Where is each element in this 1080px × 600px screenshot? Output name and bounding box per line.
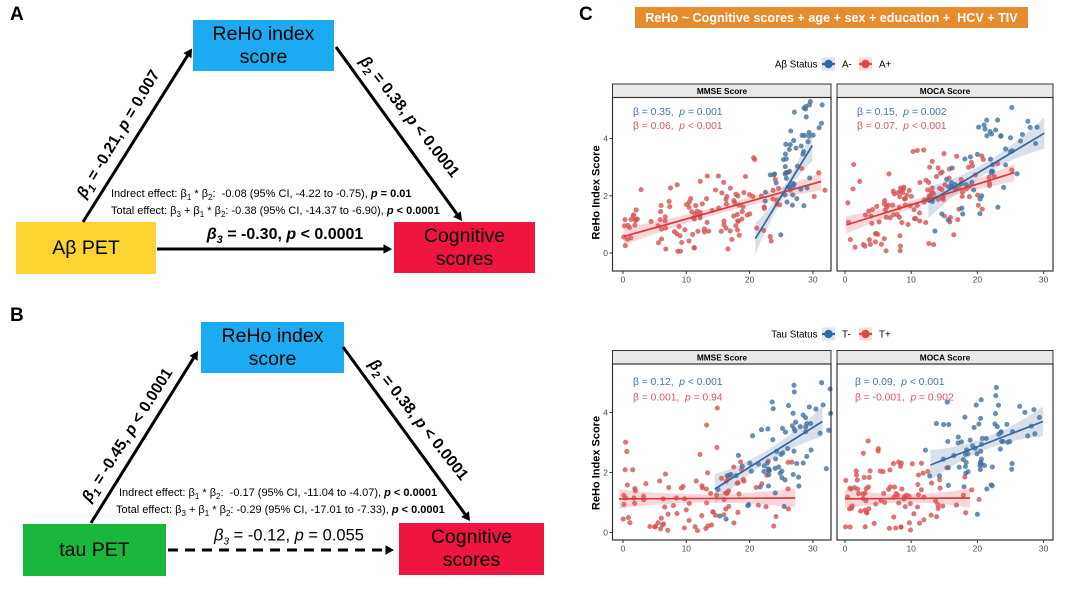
svg-text:30: 30 bbox=[1039, 275, 1049, 285]
svg-text:10: 10 bbox=[682, 275, 692, 285]
svg-text:4: 4 bbox=[603, 134, 608, 144]
svg-text:β = 0.35, p = 0.001: β = 0.35, p = 0.001 bbox=[633, 107, 723, 118]
svg-text:MMSE Score: MMSE Score bbox=[697, 353, 748, 363]
svg-text:2: 2 bbox=[603, 468, 608, 478]
svg-text:10: 10 bbox=[906, 544, 916, 554]
svg-text:0: 0 bbox=[843, 544, 848, 554]
svg-text:20: 20 bbox=[973, 544, 983, 554]
svg-text:T+: T+ bbox=[879, 330, 891, 341]
svg-text:β = 0.15, p = 0.002: β = 0.15, p = 0.002 bbox=[857, 107, 947, 118]
svg-text:4: 4 bbox=[603, 408, 608, 418]
svg-text:β = 0.06, p < 0.001: β = 0.06, p < 0.001 bbox=[633, 121, 723, 132]
svg-text:β = 0.001, p = 0.94: β = 0.001, p = 0.94 bbox=[633, 393, 723, 404]
svg-text:MMSE Score: MMSE Score bbox=[697, 86, 748, 96]
svg-text:β = 0.09, p < 0.001: β = 0.09, p < 0.001 bbox=[855, 377, 945, 388]
svg-text:ReHo Index Score: ReHo Index Score bbox=[591, 416, 603, 510]
svg-text:30: 30 bbox=[1039, 544, 1049, 554]
svg-text:0: 0 bbox=[603, 248, 608, 258]
svg-text:10: 10 bbox=[906, 275, 916, 285]
svg-text:0: 0 bbox=[603, 528, 608, 538]
svg-text:T-: T- bbox=[842, 330, 851, 341]
svg-text:A+: A+ bbox=[879, 60, 892, 71]
svg-text:20: 20 bbox=[745, 544, 755, 554]
svg-text:MOCA Score: MOCA Score bbox=[920, 353, 971, 363]
svg-text:20: 20 bbox=[973, 275, 983, 285]
svg-text:2: 2 bbox=[603, 191, 608, 201]
svg-text:Tau Status: Tau Status bbox=[771, 330, 817, 341]
svg-text:0: 0 bbox=[621, 544, 626, 554]
svg-text:β = 0.12, p < 0.001: β = 0.12, p < 0.001 bbox=[633, 377, 723, 388]
svg-text:MOCA Score: MOCA Score bbox=[920, 86, 971, 96]
svg-text:A-: A- bbox=[842, 60, 852, 71]
svg-text:β = 0.07, p < 0.001: β = 0.07, p < 0.001 bbox=[857, 121, 947, 132]
svg-text:β = -0.001, p = 0.902: β = -0.001, p = 0.902 bbox=[855, 393, 954, 404]
svg-text:10: 10 bbox=[682, 544, 692, 554]
svg-text:0: 0 bbox=[843, 275, 848, 285]
svg-text:Aβ Status: Aβ Status bbox=[775, 60, 818, 71]
svg-text:30: 30 bbox=[808, 544, 818, 554]
svg-text:20: 20 bbox=[745, 275, 755, 285]
svg-text:ReHo Index Score: ReHo Index Score bbox=[591, 145, 603, 239]
svg-text:0: 0 bbox=[621, 275, 626, 285]
svg-text:30: 30 bbox=[808, 275, 818, 285]
